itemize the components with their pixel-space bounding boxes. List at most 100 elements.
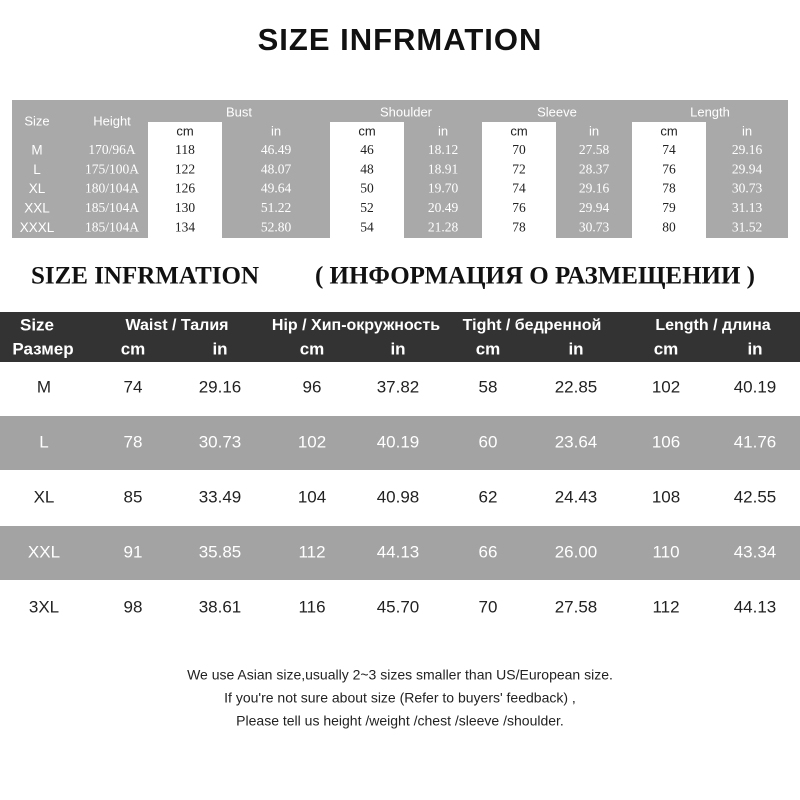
cell: M: [31, 143, 42, 158]
cell: 50: [360, 181, 374, 196]
cell: 40.19: [734, 377, 777, 396]
cell: 46.49: [261, 142, 292, 157]
cell: 29.94: [579, 200, 610, 215]
cell: 20.49: [428, 200, 459, 215]
cell: 52: [360, 200, 374, 215]
group-header: Tight / бедренной: [463, 317, 602, 334]
cell: 33.49: [199, 487, 242, 506]
unit-header: cm: [476, 339, 501, 358]
cell: 98: [124, 597, 143, 616]
cell: 38.61: [199, 597, 242, 616]
cell: 27.58: [555, 597, 598, 616]
cell: 170/96A: [88, 142, 136, 157]
cell: 52.80: [261, 219, 292, 234]
cell: XL: [29, 181, 46, 196]
unit-header: cm: [660, 123, 677, 138]
unit-header: in: [212, 339, 227, 358]
cell: 180/104A: [85, 181, 139, 196]
unit-header: in: [390, 339, 405, 358]
subtitle-ru: ( ИНФОРМАЦИЯ О РАЗМЕЩЕНИИ ): [315, 263, 755, 290]
note: Please tell us height /weight /chest /sl…: [236, 713, 564, 729]
cell: 62: [479, 487, 498, 506]
cell: 48.07: [261, 161, 292, 176]
size-header: Размер: [12, 339, 73, 358]
cell: 44.13: [377, 542, 420, 561]
cell: 37.82: [377, 377, 420, 396]
cell: 46: [360, 142, 374, 157]
cell: 80: [662, 219, 676, 234]
unit-header: in: [742, 123, 752, 138]
cell: 102: [652, 377, 680, 396]
cell: L: [39, 432, 48, 451]
cell: 72: [512, 161, 526, 176]
cell: 70: [512, 142, 526, 157]
cell: 74: [512, 181, 526, 196]
cell: 27.58: [579, 142, 610, 157]
cell: 54: [360, 219, 374, 234]
cell: 78: [124, 432, 143, 451]
cell: 42.55: [734, 487, 777, 506]
cell: 91: [124, 542, 143, 561]
cell: 126: [175, 181, 196, 196]
cell: 24.43: [555, 487, 598, 506]
unit-header: cm: [176, 123, 193, 138]
unit-header: in: [589, 123, 599, 138]
row-background: [0, 526, 800, 580]
cell: 3XL: [29, 597, 59, 616]
cell: 51.22: [261, 200, 291, 215]
cell: XXL: [24, 200, 50, 215]
cell: 60: [479, 432, 498, 451]
group-header: Hip / Хип-окружность: [272, 317, 440, 334]
unit-header: in: [438, 123, 448, 138]
unit-header: cm: [121, 339, 146, 358]
cm-column-background: [632, 122, 706, 238]
cell: 175/100A: [85, 161, 139, 176]
cell: L: [33, 162, 41, 177]
cm-column-background: [482, 122, 556, 238]
cell: 31.13: [732, 200, 763, 215]
row-background: [0, 416, 800, 470]
cell: 78: [662, 181, 676, 196]
cell: 108: [652, 487, 680, 506]
cell: 30.73: [579, 219, 610, 234]
cell: 112: [652, 597, 679, 616]
cell: 118: [175, 142, 195, 157]
cell: 58: [479, 377, 498, 396]
cell: 102: [298, 432, 326, 451]
cm-column-background: [148, 122, 222, 238]
cell: 29.16: [579, 181, 610, 196]
cell: 29.16: [199, 377, 242, 396]
unit-header: in: [568, 339, 583, 358]
title: SIZE INFRMATION: [258, 22, 543, 57]
height-header: Height: [93, 113, 131, 128]
unit-header: in: [271, 123, 281, 138]
cm-column-background: [330, 122, 404, 238]
cell: 18.12: [428, 142, 458, 157]
cell: 112: [298, 542, 325, 561]
unit-header: cm: [510, 123, 527, 138]
cell: 18.91: [428, 161, 458, 176]
cell: 130: [175, 200, 196, 215]
cell: 185/104A: [85, 219, 139, 234]
cell: 185/104A: [85, 200, 139, 215]
group-header: Sleeve: [537, 104, 577, 119]
cell: 43.34: [734, 542, 777, 561]
size-header: Size: [24, 113, 49, 128]
cell: 85: [124, 487, 143, 506]
unit-header: in: [747, 339, 762, 358]
group-header: Length / длина: [655, 317, 770, 334]
cell: 78: [512, 219, 526, 234]
cell: 110: [652, 542, 679, 561]
unit-header: cm: [358, 123, 375, 138]
group-header: Length: [690, 104, 730, 119]
cell: 66: [479, 542, 498, 561]
note: If you're not sure about size (Refer to …: [224, 690, 576, 706]
cell: 74: [662, 142, 676, 157]
table2-header-background: [0, 312, 800, 362]
group-header: Bust: [226, 104, 252, 119]
cell: XXL: [28, 542, 60, 561]
cell: 21.28: [428, 219, 459, 234]
cell: 76: [512, 200, 526, 215]
cell: XL: [34, 487, 55, 506]
cell: 22.85: [555, 377, 598, 396]
